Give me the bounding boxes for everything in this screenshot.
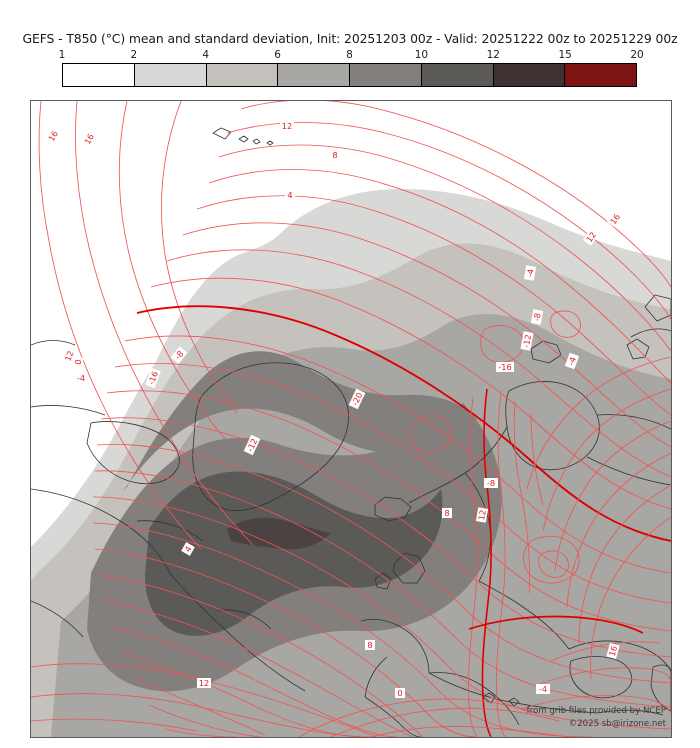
svg-text:4: 4 bbox=[182, 544, 193, 554]
svg-text:16: 16 bbox=[608, 212, 622, 226]
weather-map[interactable]: 16 16 12 8 4 16 12 bbox=[31, 101, 671, 737]
svg-text:16: 16 bbox=[82, 132, 96, 146]
svg-text:-4: -4 bbox=[566, 355, 578, 366]
svg-text:-4: -4 bbox=[524, 268, 535, 278]
colorbar-segment bbox=[278, 64, 350, 86]
page-title: GEFS - T850 (°C) mean and standard devia… bbox=[22, 31, 678, 46]
zero-contour bbox=[136, 305, 671, 542]
stdev-band-12-15 bbox=[227, 517, 331, 550]
attribution-source: from grib files provided by NCEP bbox=[526, 706, 666, 716]
svg-text:-8: -8 bbox=[531, 312, 542, 322]
svg-text:12: 12 bbox=[63, 349, 76, 362]
svg-text:12: 12 bbox=[199, 678, 209, 688]
colorbar-tick: 20 bbox=[630, 49, 644, 61]
svg-text:0: 0 bbox=[397, 688, 402, 698]
colorbar-segment bbox=[565, 64, 636, 86]
contour-labels: 16 16 12 8 4 16 12 bbox=[45, 121, 624, 698]
colorbar-segment bbox=[134, 64, 207, 86]
svg-text:-4: -4 bbox=[77, 373, 85, 383]
svg-text:0: 0 bbox=[73, 359, 84, 366]
svg-text:-8: -8 bbox=[487, 478, 495, 488]
colorbar-segment bbox=[63, 64, 135, 86]
map-panel[interactable]: 16 16 12 8 4 16 12 bbox=[30, 100, 672, 738]
svg-text:16: 16 bbox=[607, 645, 619, 658]
colorbar-tick: 2 bbox=[130, 49, 138, 61]
attribution-copyright: ©2025 sb@irizone.net bbox=[568, 719, 666, 729]
colorbar-segment bbox=[421, 64, 494, 86]
colorbar-ticks: 1 2 4 6 8 10 12 15 20 bbox=[58, 49, 644, 63]
colorbar-gradient bbox=[62, 63, 637, 87]
colorbar-tick: 1 bbox=[58, 49, 66, 61]
colorbar-tick: 10 bbox=[414, 49, 429, 61]
colorbar-tick: 4 bbox=[202, 49, 210, 61]
colorbar-segment bbox=[206, 64, 279, 86]
temperature-contours bbox=[31, 101, 671, 737]
colorbar-tick: 8 bbox=[346, 49, 353, 61]
svg-text:-12: -12 bbox=[521, 334, 533, 349]
svg-text:-16: -16 bbox=[498, 362, 511, 372]
colorbar-tick: 12 bbox=[486, 49, 500, 61]
colorbar-segment bbox=[350, 64, 422, 86]
svg-text:12: 12 bbox=[476, 509, 488, 521]
colorbar-segment bbox=[493, 64, 566, 86]
colorbar-tick: 6 bbox=[274, 49, 281, 61]
svg-text:8: 8 bbox=[444, 508, 449, 518]
svg-text:16: 16 bbox=[46, 129, 60, 143]
svg-text:12: 12 bbox=[584, 230, 598, 244]
colorbar: 1 2 4 6 8 10 12 15 20 bbox=[58, 49, 644, 87]
svg-text:-16: -16 bbox=[146, 370, 160, 386]
stdev-band-6-8-ne bbox=[501, 357, 671, 483]
svg-text:12: 12 bbox=[282, 121, 292, 131]
svg-text:8: 8 bbox=[367, 640, 372, 650]
svg-text:4: 4 bbox=[287, 190, 292, 200]
svg-text:8: 8 bbox=[332, 150, 337, 160]
colorbar-tick: 15 bbox=[558, 49, 572, 61]
svg-text:-4: -4 bbox=[539, 684, 547, 694]
stdev-shading bbox=[31, 189, 671, 737]
